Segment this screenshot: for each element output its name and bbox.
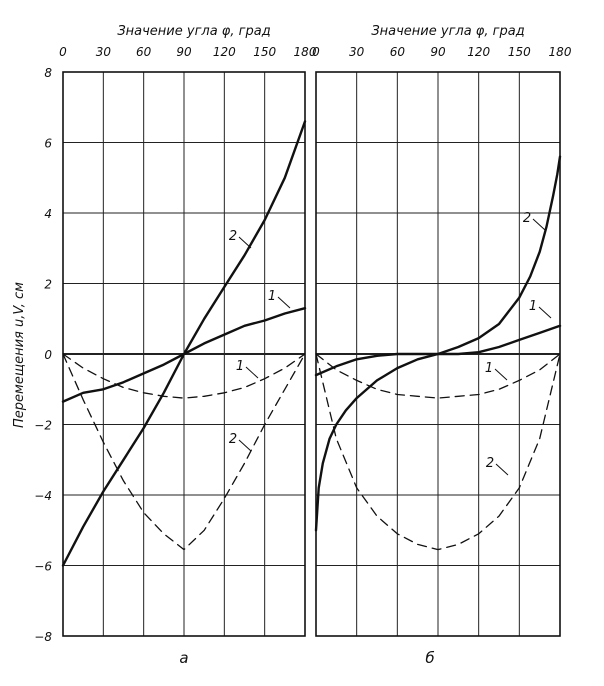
- x-tick-label: 180: [549, 45, 572, 59]
- x-tick-label: 90: [176, 45, 192, 59]
- curve-label: 1: [485, 361, 493, 376]
- panel-label: а: [179, 649, 188, 667]
- curve-label-leader: [538, 306, 552, 319]
- curve-label-leader: [532, 218, 546, 231]
- y-axis-label: Перемещения u,V, см: [12, 282, 27, 428]
- curve-label-leader: [238, 439, 252, 452]
- series-line-dashed-2: [62, 353, 306, 551]
- curve-label-leader: [238, 236, 252, 249]
- curve-label-leader: [245, 366, 259, 379]
- panel-label: б: [425, 649, 434, 667]
- series-line-solid-2: [61, 120, 307, 567]
- x-tick-label: 30: [96, 45, 112, 59]
- panel-b: Значение угла φ, град 0 30 60 90 120 150 180 1 2 1…: [312, 24, 572, 667]
- curve-label: 1: [268, 289, 276, 304]
- x-axis-title: Значение угла φ, град: [371, 24, 524, 39]
- y-tick-label: 2: [44, 278, 52, 292]
- y-tick-label: 8: [44, 66, 52, 80]
- y-tick-label: −4: [34, 489, 52, 503]
- x-tick-label: 0: [312, 45, 320, 59]
- curve-label-leader: [277, 296, 291, 309]
- y-tick-label: 4: [44, 207, 52, 221]
- y-tick-label: −8: [34, 630, 52, 644]
- curve-label: 2: [523, 211, 531, 226]
- x-tick-label: 150: [508, 45, 531, 59]
- series-line-dashed-1: [315, 353, 561, 399]
- series-line-dashed-2: [315, 353, 561, 551]
- y-tick-label: 6: [44, 137, 52, 151]
- y-tick-label: −6: [34, 560, 52, 574]
- series-line-solid-2: [314, 155, 562, 532]
- x-tick-label: 120: [467, 45, 490, 59]
- x-tick-label: 60: [390, 45, 406, 59]
- curve-label-leader: [494, 368, 508, 381]
- x-tick-label: 90: [430, 45, 446, 59]
- curve-label-leader: [495, 463, 509, 476]
- y-tick-label: 0: [44, 348, 52, 362]
- x-axis-title: Значение угла φ, град: [117, 24, 270, 39]
- series-line-dashed-1: [62, 353, 306, 399]
- x-tick-label: 180: [294, 45, 317, 59]
- x-tick-label: 0: [59, 45, 67, 59]
- curve-label: 1: [529, 299, 537, 314]
- curve-label: 2: [229, 229, 237, 244]
- x-tick-label: 60: [136, 45, 152, 59]
- x-tick-label: 150: [253, 45, 276, 59]
- y-tick-label: −2: [34, 419, 52, 433]
- grid: [62, 71, 306, 637]
- x-tick-label: 120: [213, 45, 236, 59]
- curve-label: 1: [236, 359, 244, 374]
- curve-label: 2: [486, 456, 494, 471]
- curve-label: 2: [229, 432, 237, 447]
- x-tick-label: 30: [349, 45, 365, 59]
